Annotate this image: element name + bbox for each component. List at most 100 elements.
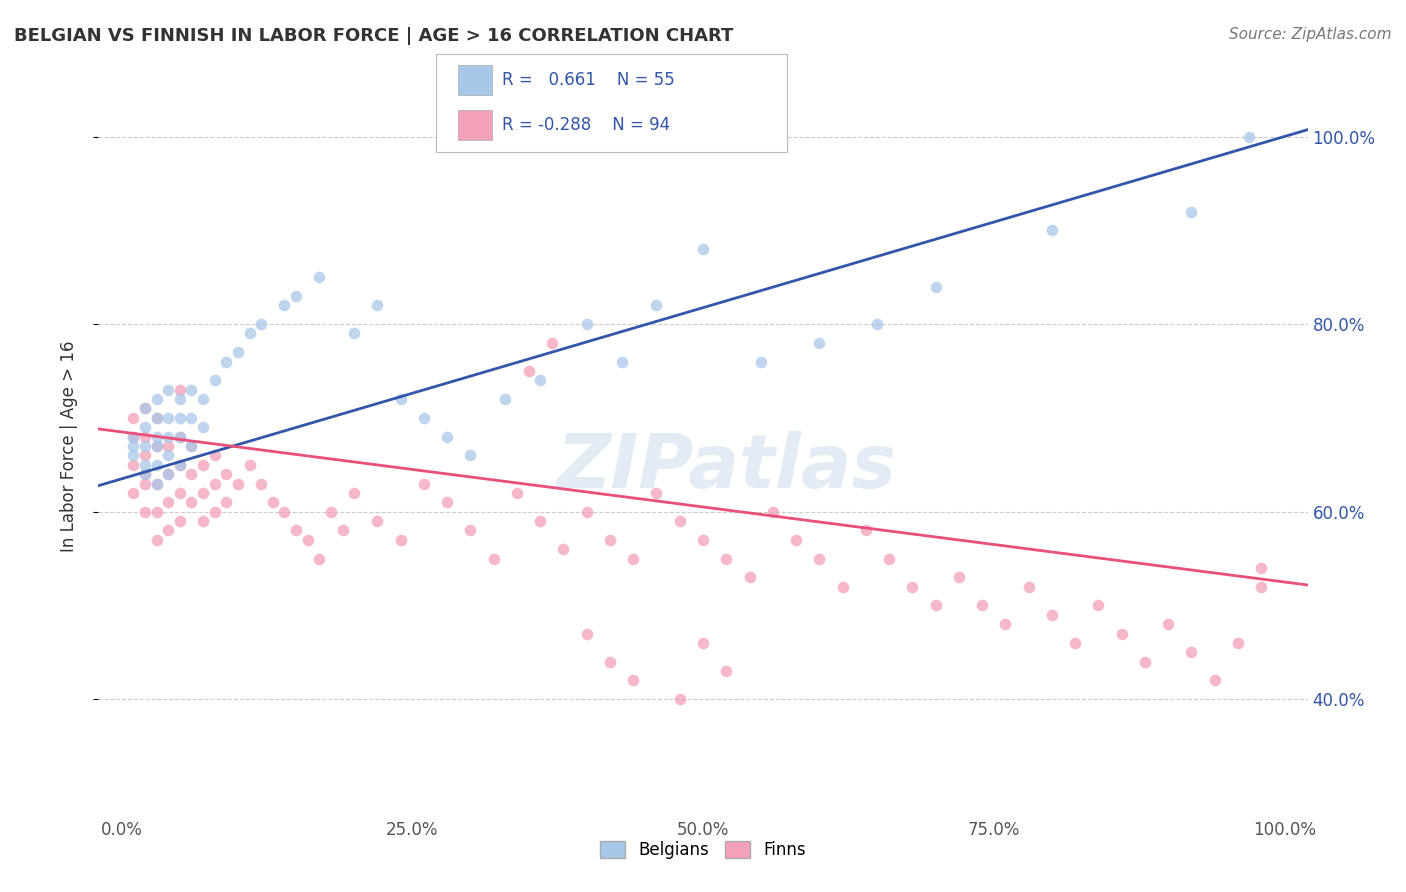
Point	[460, 524, 482, 538]
Point	[157, 495, 180, 509]
Point	[901, 580, 924, 594]
Point	[436, 495, 458, 509]
Point	[122, 429, 145, 443]
Point	[169, 429, 191, 443]
Point	[157, 524, 180, 538]
Point	[1040, 223, 1063, 237]
Point	[250, 317, 273, 331]
Point	[204, 449, 226, 463]
Point	[145, 410, 167, 425]
Point	[122, 439, 145, 453]
Point	[122, 458, 145, 472]
Point	[1226, 636, 1249, 650]
Point	[645, 298, 668, 312]
Point	[808, 335, 831, 350]
Point	[134, 467, 156, 482]
Point	[482, 551, 505, 566]
Text: ZIPatlas: ZIPatlas	[557, 432, 897, 505]
Point	[924, 279, 946, 293]
Point	[157, 439, 180, 453]
Point	[122, 449, 145, 463]
Point	[157, 429, 180, 443]
Point	[157, 467, 180, 482]
Point	[145, 439, 167, 453]
Point	[215, 495, 238, 509]
Point	[169, 458, 191, 472]
Text: Source: ZipAtlas.com: Source: ZipAtlas.com	[1229, 27, 1392, 42]
Point	[343, 486, 366, 500]
Point	[1250, 580, 1272, 594]
Point	[145, 392, 167, 406]
Text: R =   0.661    N = 55: R = 0.661 N = 55	[502, 71, 675, 89]
Point	[204, 505, 226, 519]
Point	[169, 410, 191, 425]
Point	[204, 476, 226, 491]
Point	[215, 467, 238, 482]
Point	[436, 429, 458, 443]
Point	[145, 410, 167, 425]
Point	[389, 392, 412, 406]
Point	[621, 551, 644, 566]
Point	[180, 439, 202, 453]
Point	[122, 486, 145, 500]
Point	[285, 524, 308, 538]
Point	[273, 505, 295, 519]
Point	[785, 533, 807, 547]
Point	[204, 373, 226, 387]
Point	[145, 476, 167, 491]
Point	[180, 383, 202, 397]
Point	[191, 458, 214, 472]
Point	[1250, 561, 1272, 575]
Point	[716, 551, 738, 566]
Point	[262, 495, 284, 509]
Point	[145, 458, 167, 472]
Point	[1204, 673, 1226, 688]
Point	[191, 392, 214, 406]
Point	[180, 467, 202, 482]
Point	[308, 551, 330, 566]
Point	[762, 505, 785, 519]
Point	[122, 429, 145, 443]
Text: BELGIAN VS FINNISH IN LABOR FORCE | AGE > 16 CORRELATION CHART: BELGIAN VS FINNISH IN LABOR FORCE | AGE …	[14, 27, 734, 45]
Point	[157, 467, 180, 482]
Text: R = -0.288    N = 94: R = -0.288 N = 94	[502, 116, 671, 134]
Y-axis label: In Labor Force | Age > 16: In Labor Force | Age > 16	[59, 340, 77, 552]
Point	[855, 524, 877, 538]
Point	[831, 580, 853, 594]
Point	[540, 335, 562, 350]
Point	[1157, 617, 1180, 632]
Point	[239, 326, 262, 341]
Point	[517, 364, 540, 378]
Point	[191, 514, 214, 528]
Point	[668, 514, 690, 528]
Point	[169, 383, 191, 397]
Point	[460, 449, 482, 463]
Point	[169, 429, 191, 443]
Point	[575, 317, 598, 331]
Point	[273, 298, 295, 312]
Point	[180, 495, 202, 509]
Point	[494, 392, 516, 406]
Point	[1111, 626, 1133, 640]
Point	[180, 410, 202, 425]
Point	[157, 449, 180, 463]
Point	[749, 354, 772, 368]
Point	[134, 458, 156, 472]
Point	[215, 354, 238, 368]
Point	[122, 410, 145, 425]
Point	[692, 533, 714, 547]
Point	[948, 570, 970, 584]
Point	[169, 392, 191, 406]
Point	[134, 429, 156, 443]
Point	[716, 664, 738, 678]
Point	[389, 533, 412, 547]
Point	[645, 486, 668, 500]
Point	[332, 524, 354, 538]
Point	[134, 420, 156, 434]
Point	[808, 551, 831, 566]
Point	[970, 599, 993, 613]
Point	[366, 298, 388, 312]
Point	[239, 458, 262, 472]
Point	[191, 486, 214, 500]
Point	[1040, 607, 1063, 622]
